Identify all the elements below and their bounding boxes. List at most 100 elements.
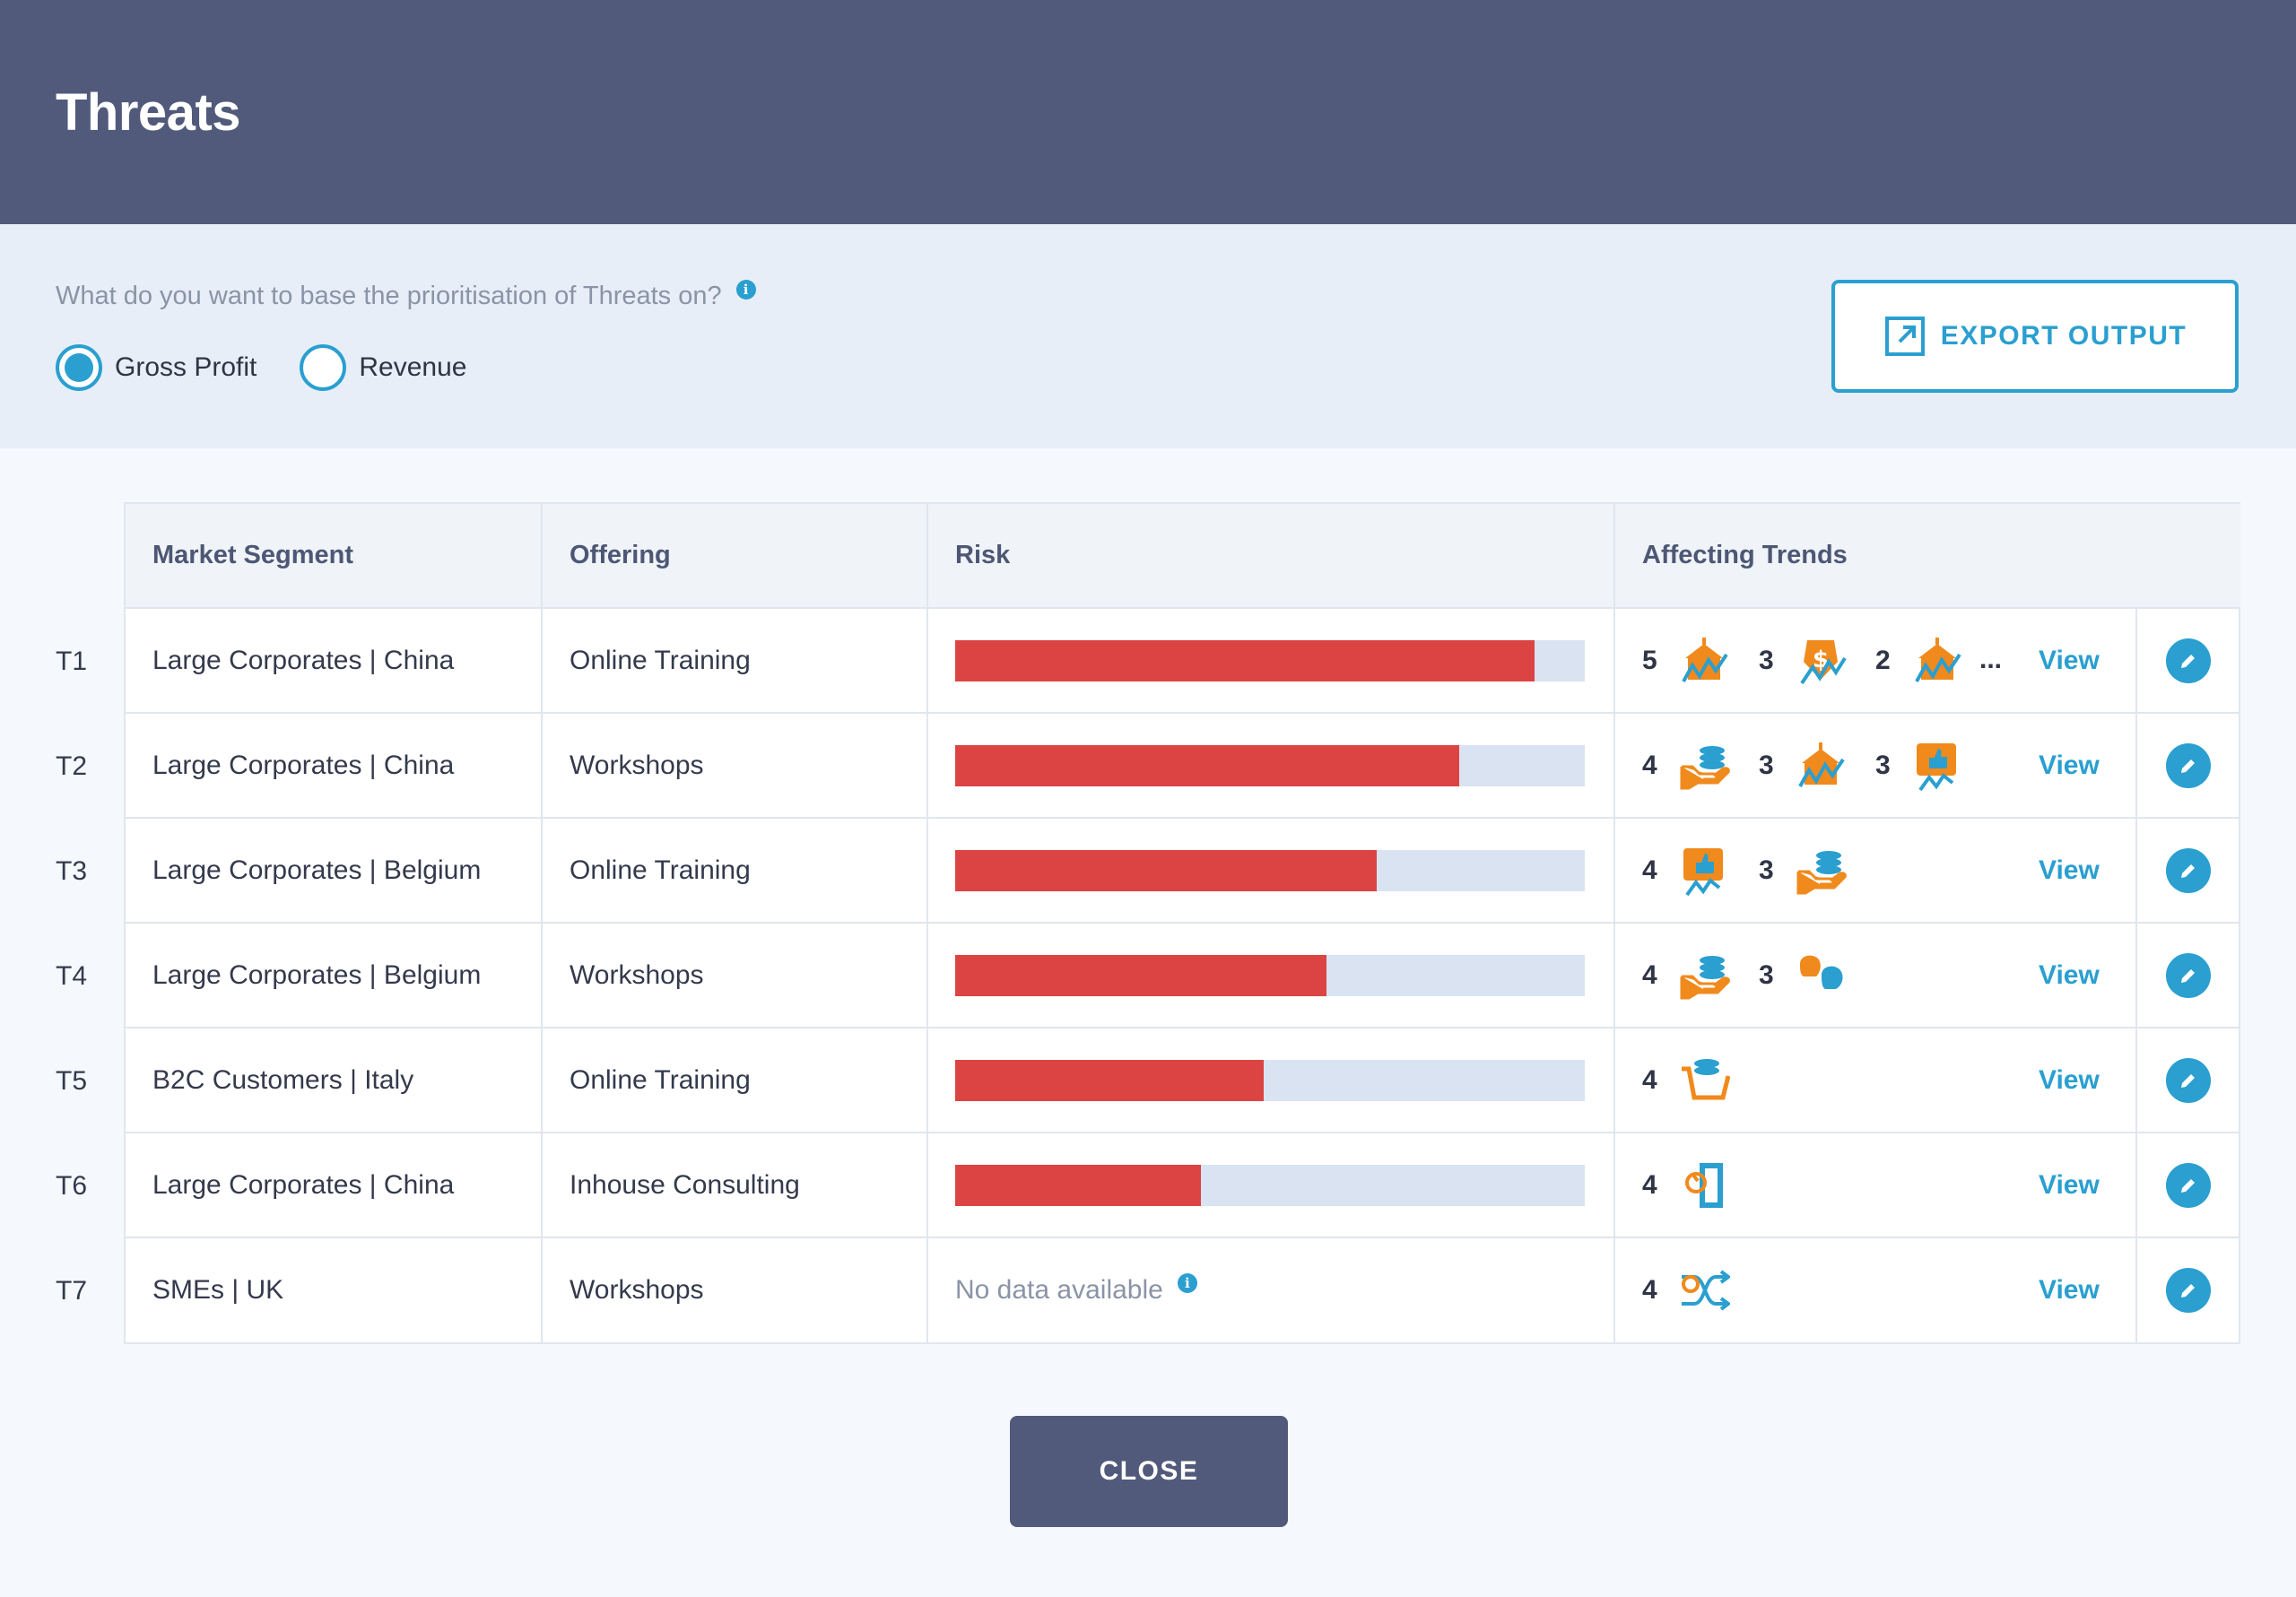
view-trends-link[interactable]: View [2039,1169,2100,1200]
offering-cell: Online Training [542,1028,928,1133]
risk-cell: No data available i [927,1237,1615,1342]
affecting-trends: 4 View [1642,1133,2135,1237]
affecting-trends-cell: 5 3 $2... View [1614,608,2137,714]
trend-item: 4 [1642,845,1759,897]
affecting-trends: 4 3 View [1642,819,2135,922]
offering-cell: Workshops [542,1237,928,1342]
shopping-basket-icon [1682,1058,1730,1099]
trend-count: 4 [1642,855,1657,885]
offering-cell: Inhouse Consulting [542,1133,928,1238]
pencil-icon [2181,759,2195,773]
pencil-icon [2181,968,2195,983]
pencil-icon [2181,654,2195,668]
trend-count: 4 [1642,959,1657,990]
radio-selected-icon[interactable] [56,344,102,391]
view-trends-link[interactable]: View [2039,750,2100,780]
trend-item: 4 [1642,1055,1759,1107]
pencil-icon [2181,1073,2195,1088]
trend-item: 4 [1642,1159,1759,1211]
view-trends-link[interactable]: View [2039,855,2100,885]
affecting-trends-cell: 4 View [1614,1133,2137,1238]
column-header-market-segment: Market Segment [126,504,543,609]
trend-count: 4 [1642,1064,1657,1095]
more-trends-indicator: ... [1979,645,2003,674]
row-id: T6 [56,1171,88,1201]
info-icon[interactable]: i [735,279,756,299]
affecting-trends-cell: 4 3 View [1614,818,2137,924]
affecting-trends: 4 3 3 View [1642,714,2135,817]
info-icon[interactable]: i [1177,1273,1197,1293]
edit-cell [2136,1237,2240,1342]
view-trends-link[interactable]: View [2039,1064,2100,1095]
prioritisation-radio-group: Gross Profit Revenue [56,344,509,391]
no-data-notice: No data available i [955,1273,1613,1306]
pencil-icon [2181,864,2195,878]
column-header-risk: Risk [927,504,1615,609]
government-chart-icon [1798,742,1845,787]
risk-bar [955,639,1585,681]
export-output-label: EXPORT OUTPUT [1940,321,2187,351]
view-trends-link[interactable]: View [2039,1275,2100,1305]
trend-count: 2 [1875,645,1891,675]
modal-header: Threats [0,0,2296,224]
trend-item: 3 [1759,845,1875,897]
edit-button[interactable] [2166,952,2211,998]
government-chart-icon [1682,637,1728,682]
risk-cell [927,923,1615,1029]
trend-count: 5 [1642,645,1657,675]
trend-item: 4 [1642,740,1759,792]
edit-button[interactable] [2166,1162,2211,1208]
edit-button[interactable] [2166,742,2211,788]
edit-cell [2136,818,2240,924]
edit-cell [2136,608,2240,714]
risk-cell [927,818,1615,924]
view-trends-link[interactable]: View [2039,959,2100,990]
trend-item: 3 [1759,950,1875,1002]
table-row: B2C Customers | Italy Online Training 4 Vie… [126,1028,2240,1133]
risk-bar-fill [955,954,1327,996]
risk-cell [927,1028,1615,1133]
edit-button[interactable] [2166,847,2211,893]
row-id: T7 [56,1276,88,1306]
risk-bar [955,744,1585,786]
radio-label-gross-profit: Gross Profit [115,352,257,382]
trend-count: 3 [1759,855,1774,885]
trend-item: 3 [1875,740,1992,792]
market-segment-cell: SMEs | UK [126,1237,543,1342]
no-data-label: No data available [955,1275,1163,1305]
market-segment-cell: B2C Customers | Italy [126,1028,543,1133]
risk-bar [955,1059,1585,1101]
market-segment-cell: Large Corporates | China [126,713,543,819]
export-output-button[interactable]: EXPORT OUTPUT [1831,280,2239,393]
affecting-trends-cell: 4 3 3 View [1614,713,2137,819]
column-header-offering: Offering [542,504,928,609]
hand-coins-icon [1680,745,1730,789]
offering-cell: Online Training [542,608,928,714]
row-id: T4 [56,961,88,991]
view-trends-link[interactable]: View [2039,645,2100,675]
radio-revenue[interactable]: Revenue [300,344,466,391]
trend-item: 3 $ [1759,635,1875,687]
table-body: Large Corporates | China Online Training 5… [126,608,2240,1342]
trend-count: 4 [1642,1275,1657,1305]
table-row: Large Corporates | Belgium Online Trainin… [126,818,2240,924]
row-id: T1 [56,647,88,676]
edit-button[interactable] [2166,1057,2211,1103]
trend-count: 4 [1642,750,1657,780]
edit-cell [2136,923,2240,1029]
pencil-icon [2181,1178,2195,1193]
door-hand-icon [1685,1162,1723,1208]
edit-button[interactable] [2166,1268,2211,1313]
close-button[interactable]: CLOSE [1010,1416,1288,1527]
risk-bar [955,954,1585,996]
hand-coins-icon [1680,955,1730,999]
radio-unselected-icon[interactable] [300,344,347,391]
edit-button[interactable] [2166,638,2211,683]
trend-count: 3 [1875,750,1891,780]
table-row: Large Corporates | China Workshops 4 3 3 View [126,713,2240,819]
trend-item: 2 [1875,635,1992,687]
threats-table: Market Segment Offering Risk Affecting T… [124,502,2240,1344]
risk-bar-fill [955,744,1459,786]
radio-gross-profit[interactable]: Gross Profit [56,344,257,391]
